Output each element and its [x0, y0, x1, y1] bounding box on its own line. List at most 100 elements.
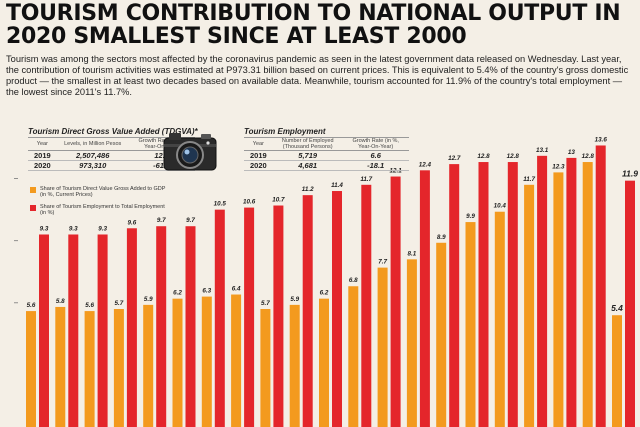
employment-table-title: Tourism Employment	[244, 127, 326, 136]
bar-employment-share	[156, 226, 167, 427]
data-label-employment: 12.8	[477, 153, 490, 160]
data-label-employment: 12.1	[389, 168, 402, 175]
table-row: 2020 973,310 -61.2	[28, 160, 195, 171]
data-label-employment: 9.3	[69, 225, 78, 232]
legend-swatch-orange	[30, 187, 36, 193]
data-label-employment: 9.7	[186, 217, 195, 224]
data-label-gva: 12.3	[552, 163, 565, 170]
employment-header-employed: Number of Employed (Thousand Persons)	[272, 137, 343, 151]
data-label-gva: 8.1	[408, 250, 417, 257]
data-label-gva: 6.2	[173, 290, 182, 297]
bar-employment-share	[419, 170, 430, 427]
tdgva-header-year: Year	[28, 137, 57, 151]
bar-gva-share	[494, 211, 505, 427]
legend-sublabel: (in %)	[40, 210, 55, 216]
bar-gva-share	[84, 311, 95, 427]
data-label-gva: 12.8	[582, 153, 595, 160]
table-row: 2019 2,507,486 12.0	[28, 150, 195, 161]
data-label-employment: 12.8	[507, 153, 520, 160]
data-label-gva: 10.4	[494, 203, 507, 210]
data-label-employment: 9.7	[157, 217, 166, 224]
employment-table: Tourism Employment Year Number of Employ…	[244, 127, 409, 171]
tdgva-year: 2020	[28, 160, 57, 171]
data-label-gva: 5.9	[144, 296, 153, 303]
employment-header-growth: Growth Rate (in %, Year-On-Year)	[342, 137, 409, 151]
bar-employment-share	[478, 162, 489, 427]
data-label-employment: 12.4	[419, 161, 432, 168]
data-label-gva: 6.8	[349, 277, 358, 284]
bar-employment-share	[68, 234, 79, 427]
legend-label: Share of Tourism Direct Value Gross Adde…	[40, 186, 166, 192]
bar-gva-share	[319, 298, 329, 427]
tdgva-year: 2019	[28, 150, 57, 161]
bar-gva-share	[113, 309, 124, 427]
bar-gva-share	[172, 298, 183, 427]
bar-gva-share	[553, 172, 564, 427]
data-label-employment: 11.2	[302, 186, 314, 193]
bar-gva-share	[289, 304, 300, 427]
bar-employment-share	[244, 207, 255, 427]
data-label-gva: 5.8	[56, 298, 65, 305]
data-label-gva: 5.6	[85, 302, 94, 309]
camera-icon	[163, 133, 217, 171]
bar-gva-share	[612, 315, 622, 427]
data-label-gva: 6.2	[320, 290, 329, 297]
data-label-gva: 5.7	[261, 300, 270, 307]
bar-employment-share	[273, 205, 284, 427]
bar-employment-share	[625, 180, 635, 427]
data-label-gva: 5.4	[611, 303, 623, 313]
bar-gva-share	[465, 222, 476, 427]
data-label-employment: 11.9	[622, 169, 638, 179]
data-label-employment: 10.7	[272, 197, 285, 204]
bar-employment-share	[126, 228, 137, 427]
bar-employment-share	[595, 145, 606, 427]
employment-header-year: Year	[244, 137, 273, 151]
data-label-employment: 12.7	[448, 155, 461, 162]
bar-gva-share	[26, 311, 36, 427]
bar-gva-share	[231, 294, 242, 427]
bar-gva-share	[55, 306, 66, 427]
data-label-employment: 11.4	[331, 182, 343, 189]
data-label-employment: 9.3	[40, 225, 49, 232]
bar-gva-share	[201, 296, 212, 427]
bar-employment-share	[537, 155, 548, 427]
bar-employment-share	[39, 234, 49, 427]
data-label-gva: 9.9	[466, 213, 475, 220]
bar-employment-share	[566, 157, 577, 427]
tdgva-growth: 12.0	[128, 150, 195, 161]
tdgva-table-title: Tourism Direct Gross Value Added (TDGVA)…	[28, 127, 198, 136]
employment-year: 2020	[244, 160, 273, 171]
employment-count: 4,681	[272, 160, 343, 171]
data-label-employment: 10.6	[243, 199, 256, 206]
legend-item-gva: Share of Tourism Direct Value Gross Adde…	[30, 186, 165, 198]
bar-gva-share	[348, 286, 359, 427]
chart-legend: Share of Tourism Direct Value Gross Adde…	[30, 186, 165, 222]
data-label-employment: 10.5	[214, 201, 227, 208]
bar-gva-share	[582, 162, 593, 427]
tdgva-growth: -61.2	[128, 160, 195, 171]
employment-count: 5,719	[272, 150, 343, 161]
bar-gva-share	[143, 304, 154, 427]
data-label-gva: 11.7	[523, 176, 535, 183]
data-label-gva: 6.3	[202, 288, 211, 295]
employment-growth: -18.1	[342, 160, 409, 171]
bar-employment-share	[507, 162, 518, 427]
data-label-gva: 6.4	[232, 286, 241, 293]
legend-swatch-red	[30, 205, 36, 211]
data-label-gva: 5.7	[115, 300, 124, 307]
legend-item-employment: Share of Tourism Employment to Total Emp…	[30, 204, 165, 216]
data-label-gva: 7.7	[378, 259, 387, 266]
data-label-employment: 13.6	[595, 136, 608, 143]
data-label-employment: 11.7	[360, 176, 372, 183]
data-label-gva: 8.9	[437, 234, 446, 241]
headline: Tourism contribution to national output …	[6, 1, 621, 49]
bar-employment-share	[332, 191, 342, 427]
employment-growth: 6.6	[342, 150, 409, 161]
bar-gva-share	[436, 242, 447, 427]
data-label-employment: 9.3	[98, 225, 107, 232]
legend-label: Share of Tourism Employment to Total Emp…	[40, 204, 165, 210]
tdgva-header-levels: Levels, in Million Pesos	[56, 137, 129, 151]
tdgva-table: Tourism Direct Gross Value Added (TDGVA)…	[28, 127, 198, 171]
data-label-gva: 5.6	[27, 302, 36, 309]
tdgva-level: 2,507,486	[56, 150, 129, 161]
